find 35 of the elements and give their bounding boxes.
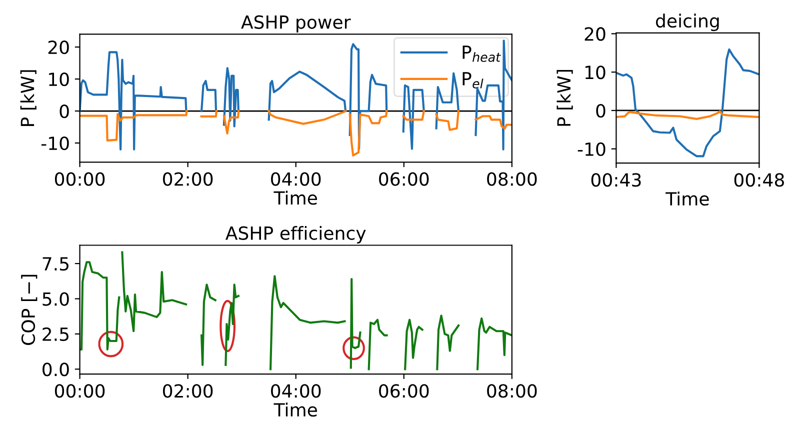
x-axis-title: Time [274,190,317,205]
chart-title: deicing [656,14,719,32]
chart-title: ASHP efficiency [226,226,366,244]
y-tick-label: 20 [48,40,69,54]
y-tick-label: 10 [585,66,606,80]
y-tick-label: -10 [41,136,69,150]
x-tick-label: 00:00 [54,172,105,186]
y-tick-label: 0.0 [42,362,69,376]
y-tick-label: -10 [578,142,606,156]
x-tick-label: 00:00 [54,384,105,398]
y-tick-label: 20 [584,27,606,41]
y-axis-title: P [kW] [20,70,36,126]
y-tick-label: 0 [596,104,606,118]
x-tick-label: 02:00 [162,172,213,186]
legend-label: P$_{el}$ [462,72,484,88]
x-axis-title: Time [666,192,709,206]
x-tick-label: 02:00 [162,384,213,398]
y-tick-label: 10 [49,72,69,86]
x-tick-label: 04:00 [271,384,321,398]
y-tick-label: 0 [60,104,69,118]
y-axis-title: P [kW] [556,70,573,126]
x-tick-label: 00:43 [591,173,641,187]
x-tick-label: 00:48 [734,173,784,187]
legend-label: P$_{heat}$ [462,46,501,62]
x-tick-label: 06:00 [379,384,429,398]
x-tick-label: 08:00 [487,384,537,398]
x-tick-label: 08:00 [487,172,537,186]
y-tick-label: 7.5 [42,257,68,271]
x-axis-title: Time [274,402,317,417]
x-tick-label: 06:00 [379,172,429,186]
x-tick-label: 04:00 [271,172,321,186]
y-axis-title: COP [−] [21,274,38,345]
y-tick-label: 5.0 [42,292,69,306]
chart-title: ASHP power [241,15,351,32]
y-tick-label: 2.5 [42,327,68,342]
